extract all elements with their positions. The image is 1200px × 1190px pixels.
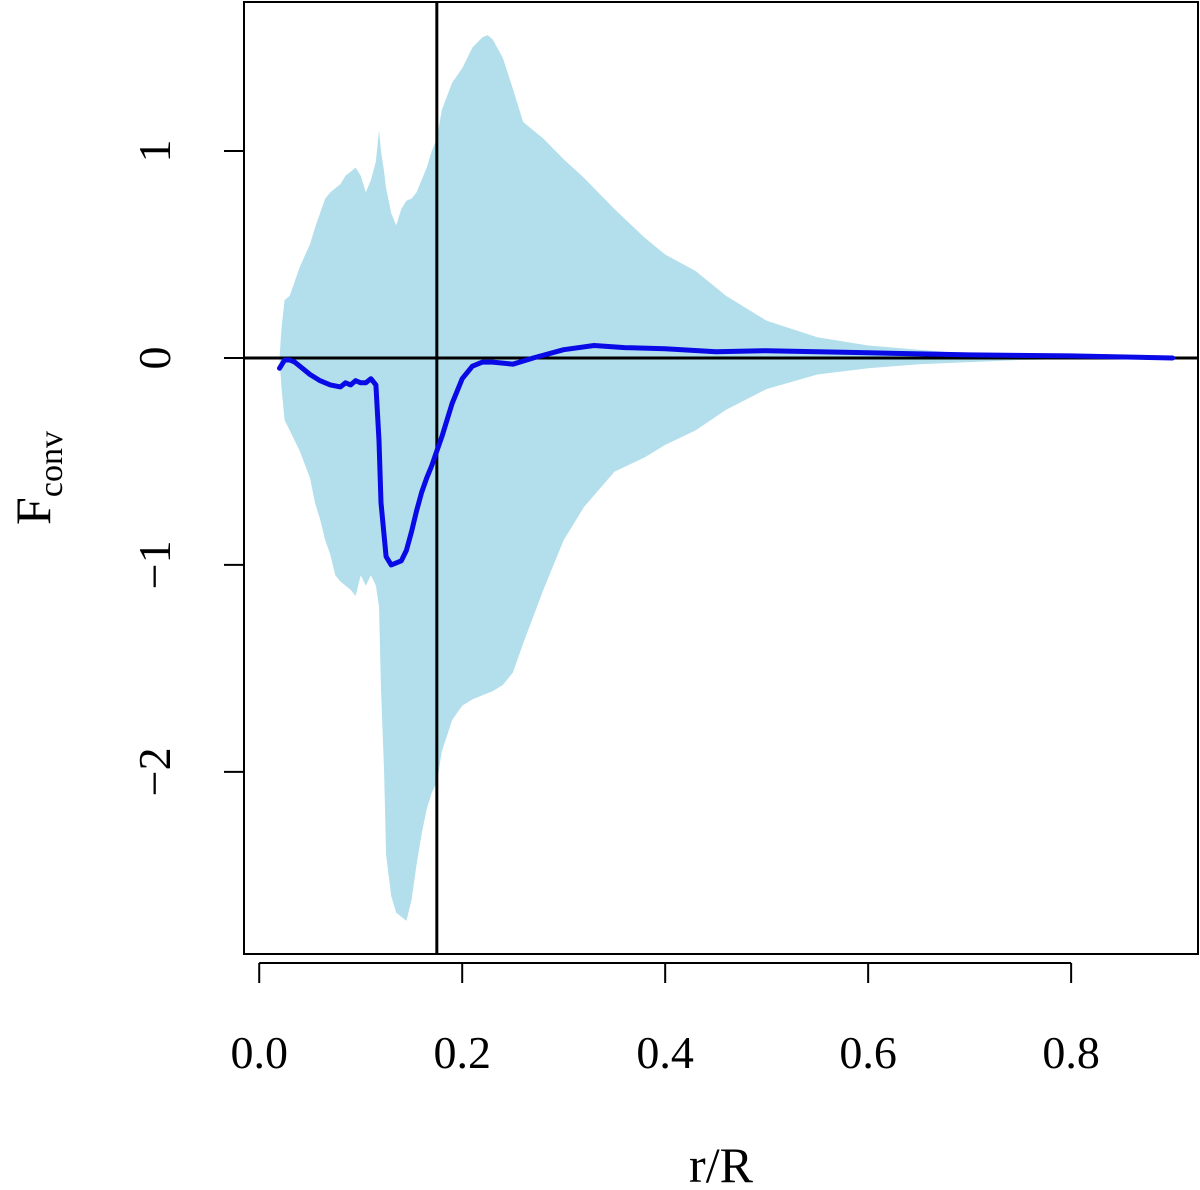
x-tick-label: 0.8: [1042, 1027, 1100, 1078]
plot-frame: [243, 1, 1199, 955]
series-line: [277, 343, 1176, 568]
x-axis-title: r/R: [689, 1137, 754, 1190]
y-axis-title-main: F: [5, 497, 61, 525]
axes: 0.0 0.2 0.4 0.6 0.8 −2 −1 0 1: [129, 140, 1100, 1079]
y-axis-title-sub: conv: [33, 431, 70, 497]
plot-area: [244, 2, 1198, 954]
y-tick-label: −2: [129, 747, 180, 796]
y-axis-title: Fconv: [5, 431, 70, 525]
x-tick-label: 0.0: [230, 1027, 288, 1078]
x-tick-label: 0.2: [433, 1027, 491, 1078]
y-tick-label: 0: [129, 347, 180, 370]
x-tick-label: 0.6: [839, 1027, 897, 1078]
x-tick-label: 0.4: [636, 1027, 694, 1078]
uncertainty-band: [279, 35, 1173, 921]
y-tick-label: 1: [129, 140, 180, 163]
plot-content: [244, 2, 1198, 954]
y-tick-label: −1: [129, 540, 180, 589]
